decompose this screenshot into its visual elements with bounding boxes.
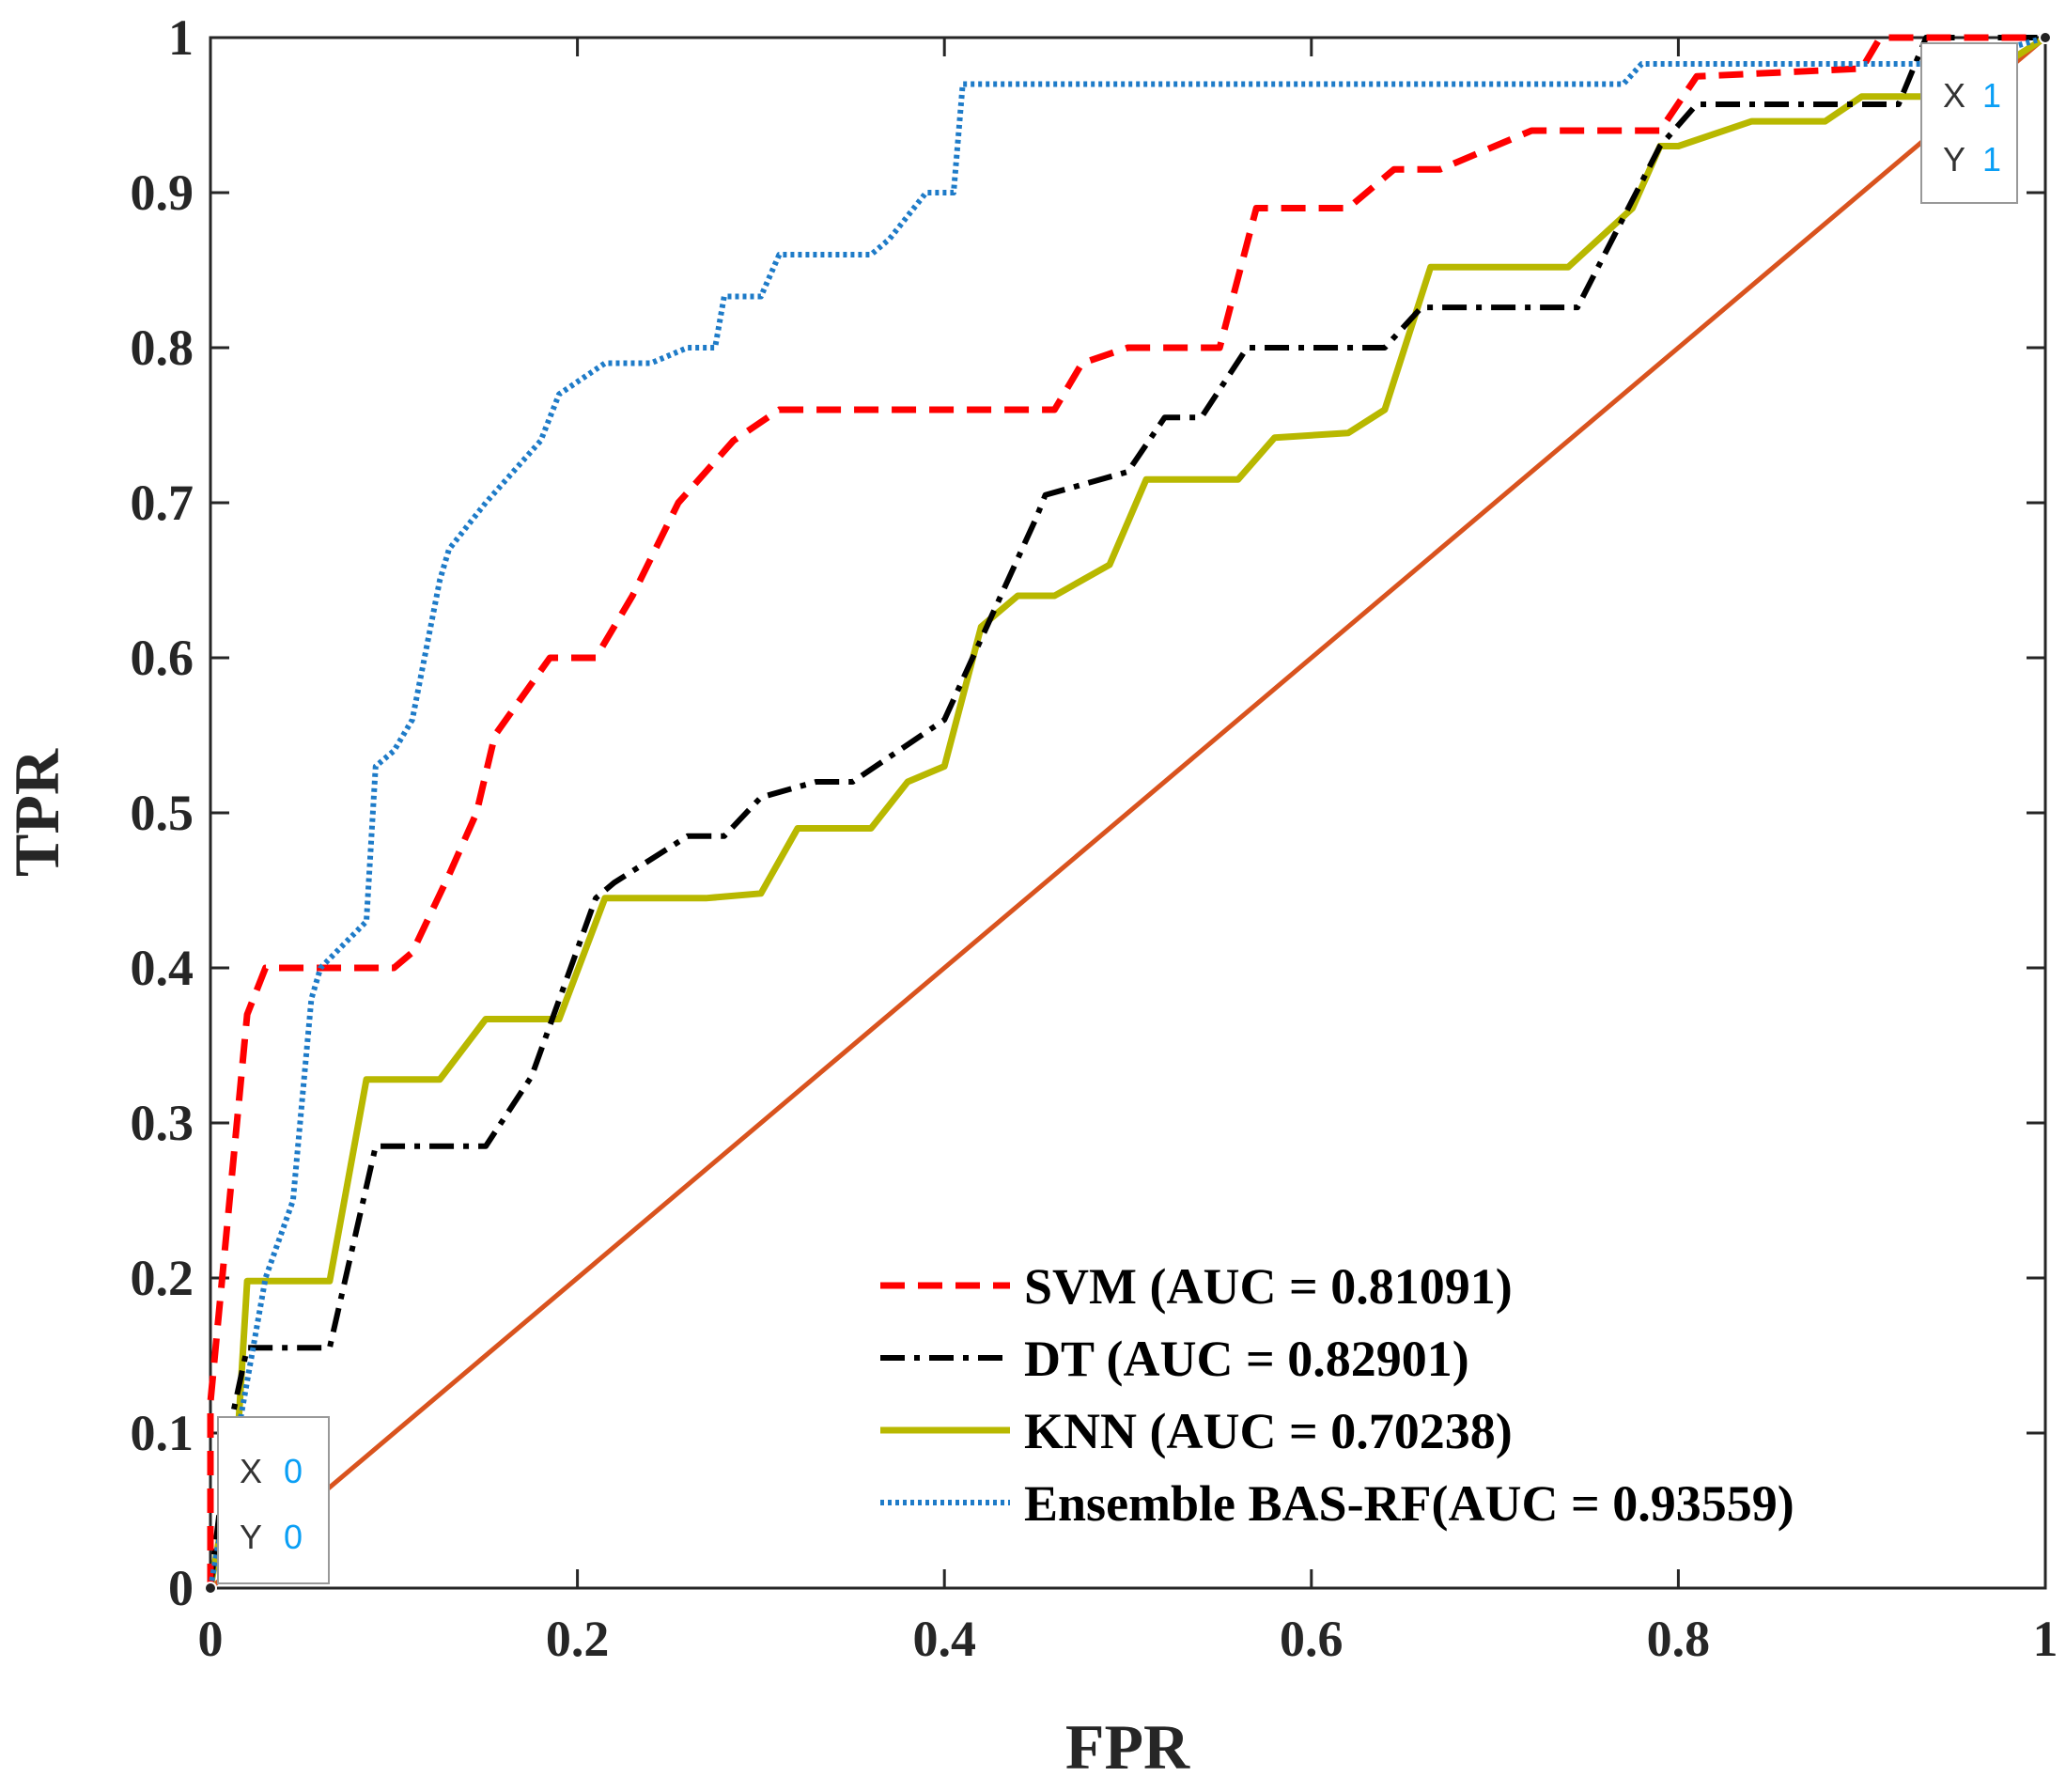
y-axis-title: TPR <box>1 748 72 877</box>
datatip-corner-y-value: 1 <box>1982 140 2001 179</box>
series-layer <box>207 34 2047 1590</box>
legend-label-svm: SVM (AUC = 0.81091) <box>1024 1258 1513 1315</box>
legend-label-knn: KNN (AUC = 0.70238) <box>1024 1403 1513 1459</box>
datatip-marker-0 <box>204 1582 217 1595</box>
legend-label-ensemble: Ensemble BAS-RF(AUC = 0.93559) <box>1024 1475 1794 1532</box>
datatip-marker-1 <box>2039 31 2052 44</box>
datatip-origin-x-label: X <box>240 1452 262 1490</box>
legend-label-dt: DT (AUC = 0.82901) <box>1024 1331 1469 1387</box>
datatip-corner-y-label: Y <box>1943 140 1965 179</box>
series-dt <box>208 35 2045 1589</box>
x-tick-label-5: 1 <box>2033 1611 2058 1667</box>
datatip-corner-box <box>1920 42 2018 204</box>
x-tick-label-0: 0 <box>198 1611 224 1667</box>
y-tick-label-1: 0.1 <box>131 1405 194 1461</box>
datatip-corner-x-label: X <box>1943 76 1965 115</box>
x-axis-title: FPR <box>1065 1711 1190 1783</box>
axis-ticks: 0 0.2 0.4 0.6 0.8 1 0 0.1 0.2 0.3 0.4 0.5 0.6 0.7 0.8 0… <box>131 9 2058 1667</box>
x-tick-label-1: 0.2 <box>546 1611 610 1667</box>
y-tick-label-2: 0.2 <box>131 1250 194 1306</box>
datatip-origin-y-value: 0 <box>284 1518 303 1556</box>
datatip-markers <box>204 31 2052 1595</box>
datatip-origin-box <box>217 1416 330 1584</box>
y-tick-label-7: 0.7 <box>131 475 194 531</box>
series-chance <box>209 36 2047 1590</box>
datatip-corner[interactable]: X 1 Y 1 <box>1920 42 2018 204</box>
datatip-corner-x-value: 1 <box>1982 76 2001 115</box>
series-svm <box>207 34 2045 1588</box>
y-tick-label-0: 0 <box>168 1560 194 1616</box>
datatip-origin-x-value: 0 <box>284 1452 303 1490</box>
y-tick-label-9: 0.9 <box>131 164 194 221</box>
y-tick-label-3: 0.3 <box>131 1095 194 1151</box>
series-knn <box>207 35 2047 1589</box>
datatip-origin[interactable]: X 0 Y 0 <box>217 1416 330 1584</box>
x-tick-label-2: 0.4 <box>912 1611 976 1667</box>
datatip-origin-y-label: Y <box>240 1518 262 1556</box>
y-tick-label-6: 0.6 <box>131 630 194 686</box>
x-tick-label-3: 0.6 <box>1280 1611 1344 1667</box>
legend: SVM (AUC = 0.81091) DT (AUC = 0.82901) K… <box>880 1258 1794 1532</box>
y-tick-label-5: 0.5 <box>131 785 194 841</box>
y-tick-label-10: 1 <box>168 9 194 66</box>
y-tick-label-8: 0.8 <box>131 319 194 376</box>
y-tick-label-4: 0.4 <box>131 940 194 996</box>
x-tick-label-4: 0.8 <box>1647 1611 1711 1667</box>
